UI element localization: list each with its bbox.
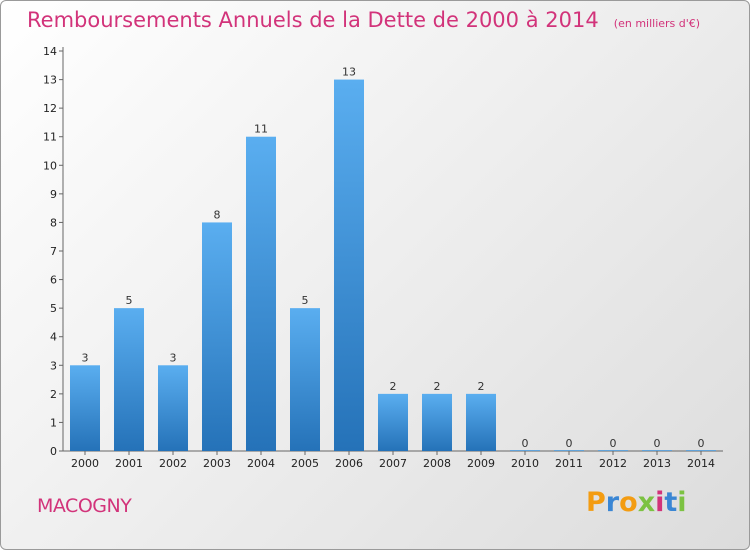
bar-value-label: 0 bbox=[522, 437, 529, 450]
chart-title: Remboursements Annuels de la Dette de 20… bbox=[27, 8, 599, 32]
commune-name: MACOGNY bbox=[37, 495, 132, 517]
bar bbox=[70, 365, 100, 451]
bar bbox=[510, 450, 540, 451]
bar bbox=[686, 450, 716, 451]
bar-value-label: 2 bbox=[478, 380, 485, 393]
y-tick-label: 5 bbox=[50, 302, 57, 315]
bar bbox=[114, 308, 144, 451]
bar bbox=[334, 79, 364, 452]
y-tick-label: 10 bbox=[43, 159, 57, 172]
brand-letter: i bbox=[677, 487, 687, 518]
bar bbox=[422, 393, 452, 451]
x-tick-label: 2009 bbox=[467, 457, 495, 470]
brand-letter: P bbox=[586, 487, 606, 518]
bar-value-label: 5 bbox=[302, 294, 309, 307]
bar-value-label: 0 bbox=[610, 437, 617, 450]
y-tick-label: 9 bbox=[50, 188, 57, 201]
y-tick-label: 3 bbox=[50, 359, 57, 372]
chart-header: Remboursements Annuels de la Dette de 20… bbox=[27, 8, 700, 32]
y-tick-label: 7 bbox=[50, 245, 57, 258]
bar bbox=[158, 365, 188, 451]
bar-value-label: 3 bbox=[170, 351, 177, 364]
x-tick-label: 2003 bbox=[203, 457, 231, 470]
x-tick-label: 2004 bbox=[247, 457, 275, 470]
brand-letter: r bbox=[605, 487, 620, 518]
bar bbox=[466, 393, 496, 451]
brand-letter: t bbox=[664, 487, 678, 518]
bar-value-label: 2 bbox=[434, 380, 441, 393]
x-tick-label: 2007 bbox=[379, 457, 407, 470]
y-tick-label: 12 bbox=[43, 102, 57, 115]
x-tick-label: 2013 bbox=[643, 457, 671, 470]
x-tick-label: 2005 bbox=[291, 457, 319, 470]
bar-value-label: 5 bbox=[126, 294, 133, 307]
bar-value-label: 3 bbox=[82, 351, 89, 364]
x-tick-label: 2011 bbox=[555, 457, 583, 470]
x-tick-label: 2014 bbox=[687, 457, 715, 470]
bar bbox=[378, 393, 408, 451]
bar bbox=[554, 450, 584, 451]
y-tick-label: 2 bbox=[50, 388, 57, 401]
bar bbox=[290, 308, 320, 451]
bar-value-label: 0 bbox=[698, 437, 705, 450]
x-tick-label: 2002 bbox=[159, 457, 187, 470]
x-tick-label: 2012 bbox=[599, 457, 627, 470]
brand-letter: i bbox=[655, 487, 665, 518]
bar-value-label: 11 bbox=[254, 123, 268, 136]
bar-value-label: 0 bbox=[654, 437, 661, 450]
y-tick-label: 13 bbox=[43, 74, 57, 87]
bar bbox=[202, 222, 232, 451]
chart-unit: (en milliers d'€) bbox=[613, 17, 701, 30]
y-tick-label: 1 bbox=[50, 416, 57, 429]
chart-bars bbox=[70, 79, 716, 452]
bar-value-label: 0 bbox=[566, 437, 573, 450]
y-tick-label: 0 bbox=[50, 445, 57, 458]
x-tick-label: 2006 bbox=[335, 457, 363, 470]
bar bbox=[642, 450, 672, 451]
brand-letter: o bbox=[619, 487, 638, 518]
y-tick-label: 8 bbox=[50, 216, 57, 229]
x-tick-label: 2008 bbox=[423, 457, 451, 470]
bar-value-label: 2 bbox=[390, 380, 397, 393]
chart-labels: 2000320015200232003820041120055200613200… bbox=[71, 66, 715, 470]
bar-value-label: 13 bbox=[342, 66, 356, 79]
bar-value-label: 8 bbox=[214, 208, 221, 221]
y-tick-label: 6 bbox=[50, 274, 57, 287]
y-tick-label: 11 bbox=[43, 131, 57, 144]
y-tick-label: 4 bbox=[50, 331, 57, 344]
y-tick-label: 14 bbox=[43, 45, 57, 58]
x-tick-label: 2001 bbox=[115, 457, 143, 470]
x-tick-label: 2010 bbox=[511, 457, 539, 470]
bar bbox=[598, 450, 628, 451]
brand-logo: Proxiti bbox=[586, 487, 687, 518]
x-tick-label: 2000 bbox=[71, 457, 99, 470]
bar bbox=[246, 136, 276, 451]
brand-letter: x bbox=[637, 487, 656, 518]
